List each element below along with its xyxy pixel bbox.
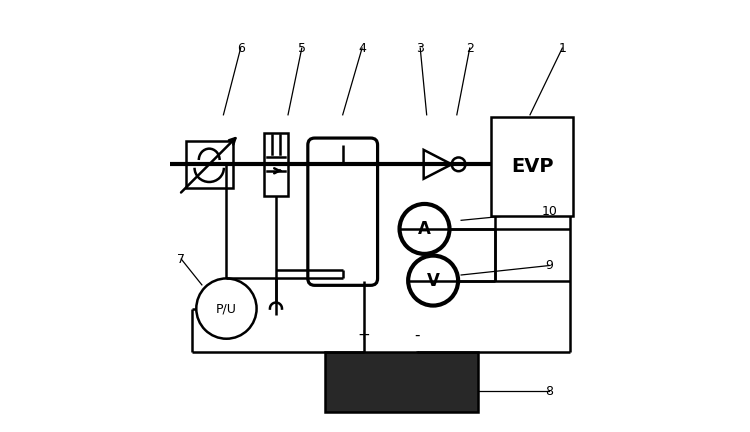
Bar	[185, 141, 233, 188]
Text: 4: 4	[358, 41, 366, 54]
Text: 9: 9	[545, 259, 554, 272]
Text: V: V	[427, 272, 439, 289]
Text: 6: 6	[237, 41, 244, 54]
Circle shape	[452, 157, 466, 171]
Text: +: +	[357, 328, 370, 343]
Bar	[326, 352, 478, 412]
Text: 10: 10	[542, 205, 557, 218]
Text: 7: 7	[177, 253, 185, 266]
Text: EVP: EVP	[511, 157, 554, 176]
Text: 1: 1	[559, 41, 566, 54]
Bar	[264, 133, 288, 196]
Circle shape	[408, 256, 458, 305]
Text: A: A	[418, 220, 431, 238]
Text: 3: 3	[416, 41, 424, 54]
Text: 8: 8	[545, 385, 554, 398]
FancyBboxPatch shape	[308, 138, 377, 285]
Text: 2: 2	[466, 41, 474, 54]
Circle shape	[400, 204, 449, 254]
Circle shape	[196, 279, 256, 339]
Text: -: -	[415, 328, 420, 343]
Text: 5: 5	[298, 41, 306, 54]
Bar	[491, 117, 573, 216]
Text: P/U: P/U	[216, 302, 237, 315]
